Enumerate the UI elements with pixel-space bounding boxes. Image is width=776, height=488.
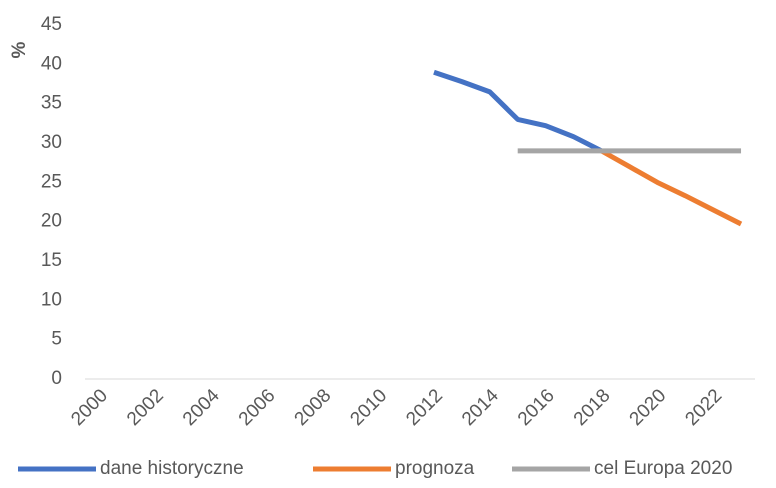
legend-label: prognoza: [395, 458, 475, 479]
legend-label: dane historyczne: [100, 458, 244, 479]
y-tick-label: 10: [41, 289, 62, 310]
x-tick-label: 2000: [67, 385, 112, 430]
x-tick-label: 2018: [570, 385, 615, 430]
y-tick-label: 5: [51, 329, 62, 350]
y-tick-label: 15: [41, 250, 62, 271]
x-tick-label: 2022: [681, 385, 726, 430]
line-series: [433, 69, 603, 154]
x-tick-label: 2016: [514, 385, 559, 430]
x-tick-label: 2002: [123, 385, 168, 430]
x-tick-label: 2010: [346, 385, 391, 430]
x-tick-label: 2014: [458, 385, 503, 430]
y-tick-label: 0: [51, 368, 62, 389]
legend-label: cel Europa 2020: [594, 458, 732, 479]
x-tick-label: 2008: [291, 385, 336, 430]
y-tick-label: 20: [41, 211, 62, 232]
x-tick-label: 2020: [626, 385, 671, 430]
y-tick-label: 40: [41, 53, 62, 74]
y-tick-label: 45: [41, 14, 62, 35]
line-series: [600, 148, 743, 227]
y-axis-label: %: [9, 41, 30, 58]
x-tick-label: 2012: [402, 385, 447, 430]
x-tick-label: 2004: [179, 385, 224, 430]
y-tick-label: 35: [41, 93, 62, 114]
y-tick-label: 30: [41, 132, 62, 153]
x-tick-label: 2006: [235, 385, 280, 430]
y-tick-label: 25: [41, 171, 62, 192]
